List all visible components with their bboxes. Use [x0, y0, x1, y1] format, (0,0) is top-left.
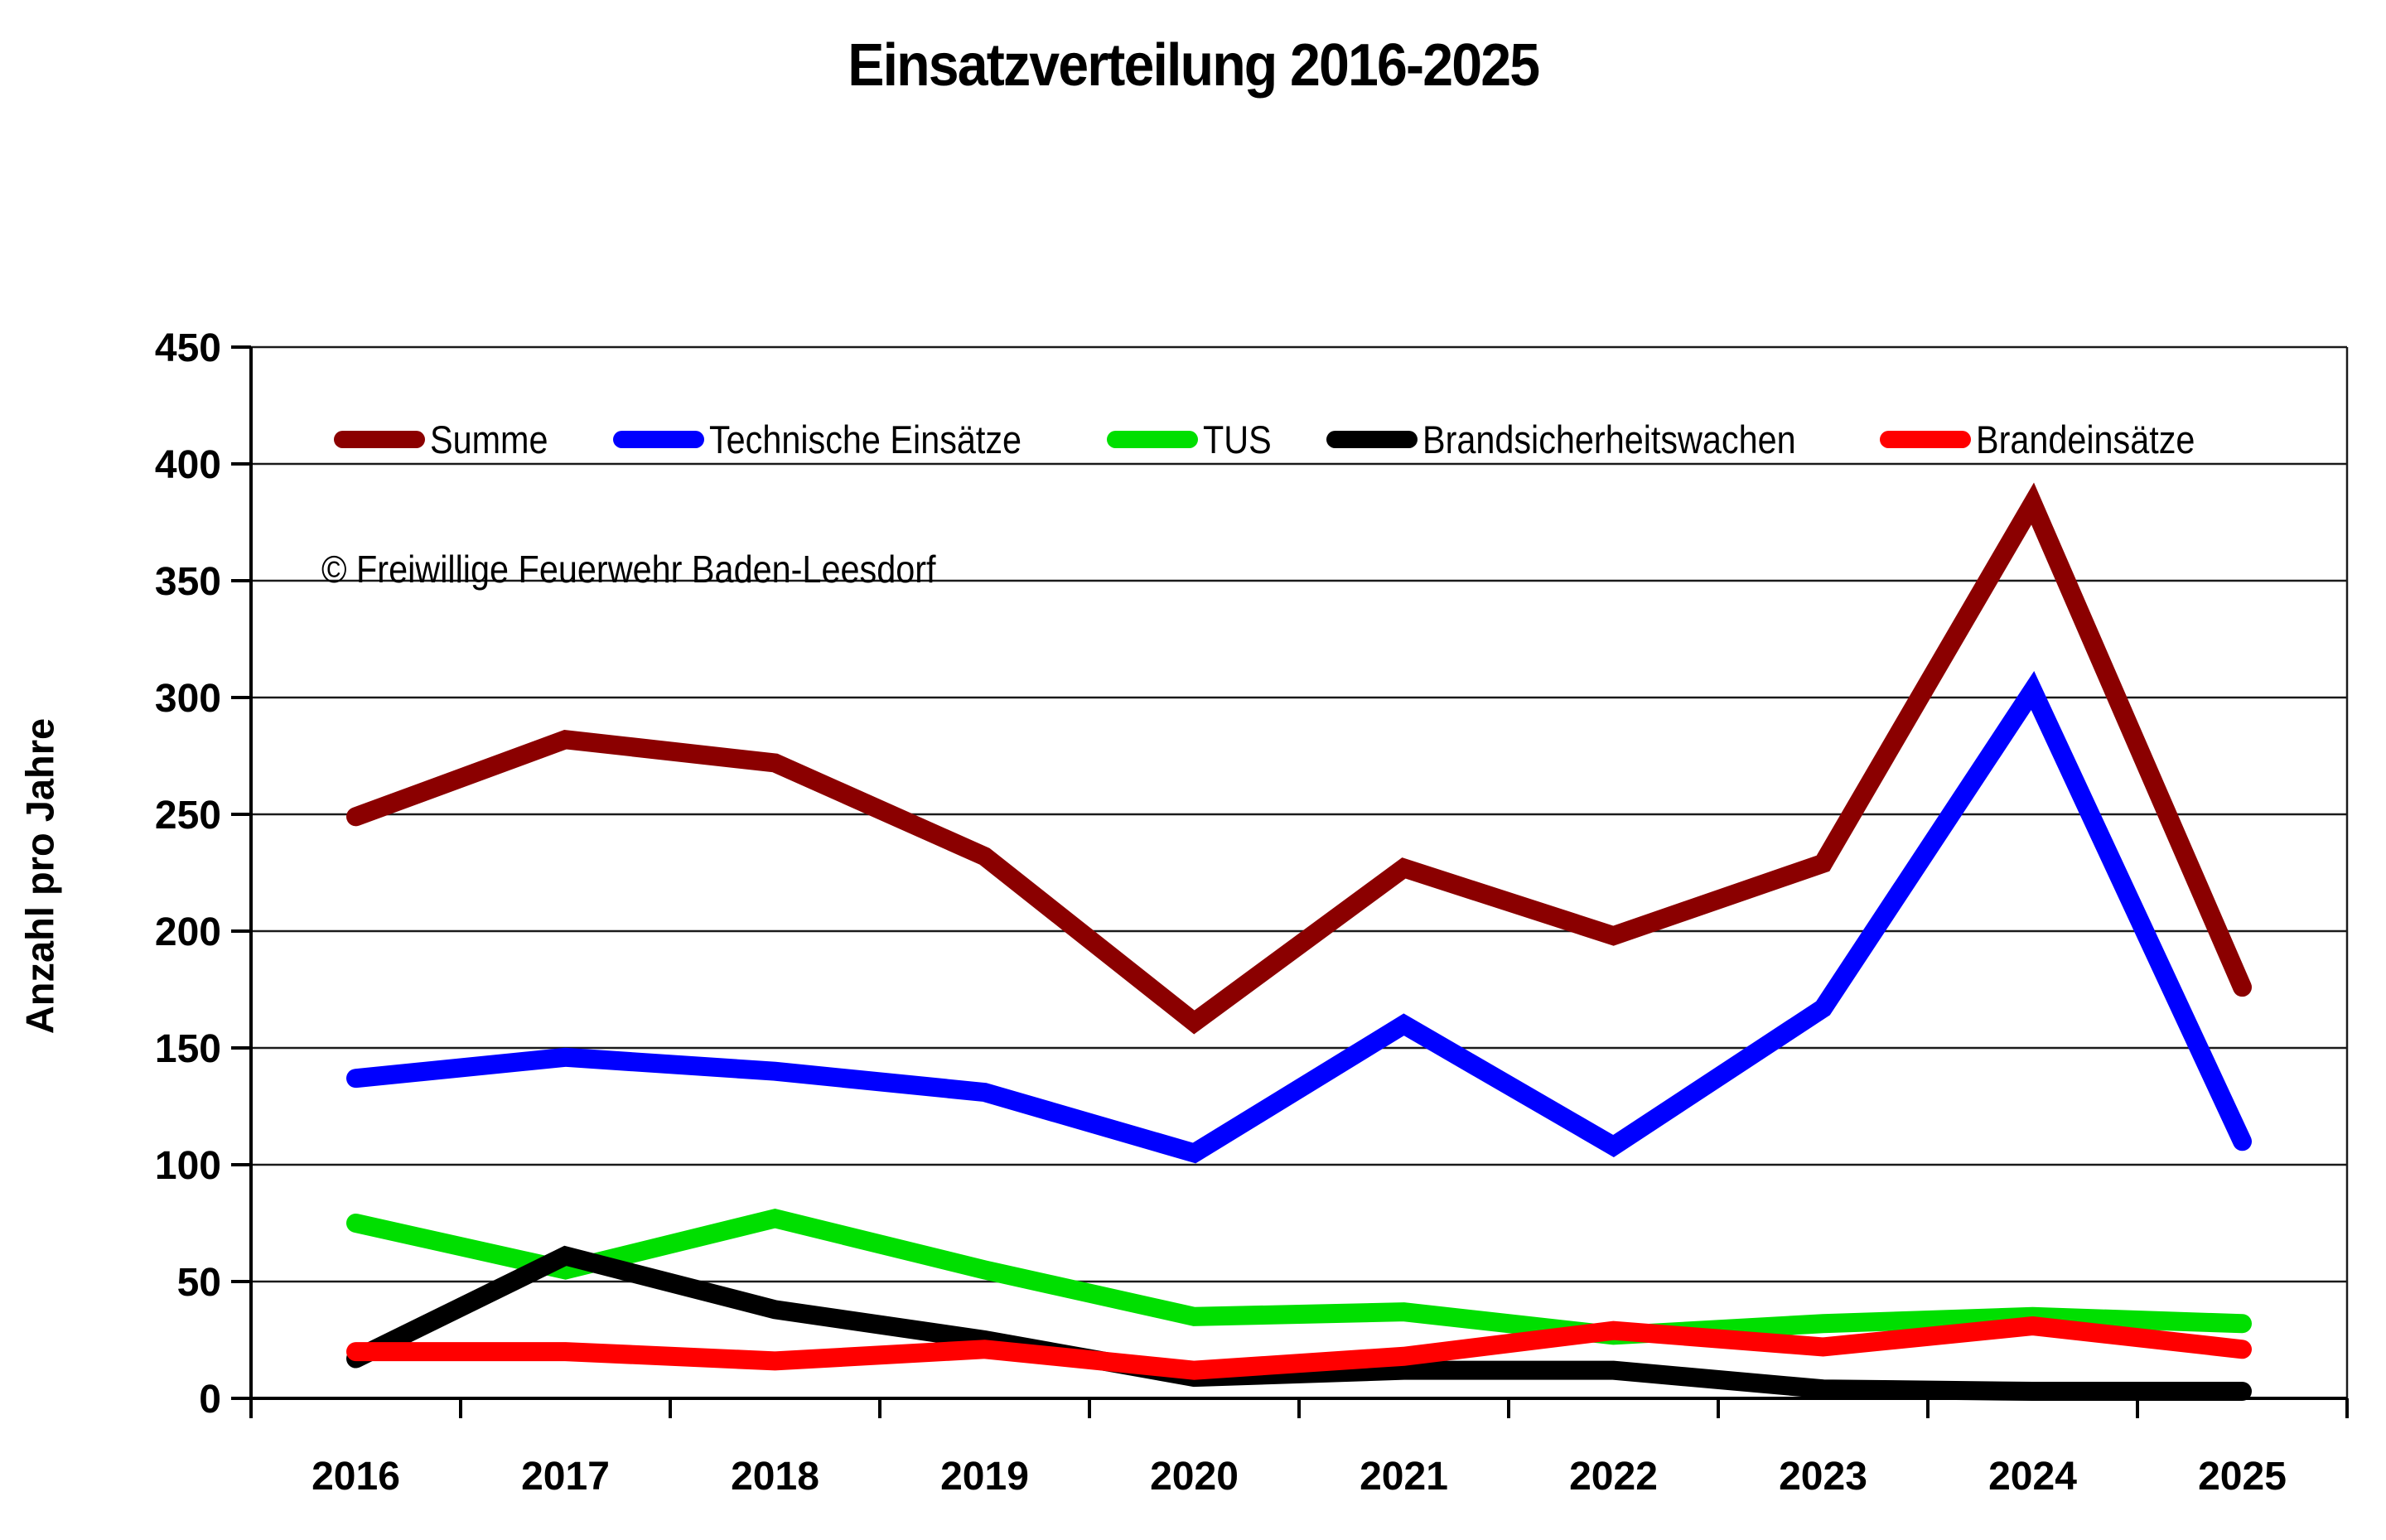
legend-label: Brandeinsätze	[1976, 417, 2195, 461]
y-tick-label-350: 350	[155, 560, 221, 604]
legend-swatch-icon	[1107, 430, 1198, 448]
legend-swatch-icon	[334, 430, 425, 448]
series-line-brandeins-tze	[346, 1316, 2252, 1380]
legend-item-summe: Summe	[334, 418, 564, 461]
legend-item-brandsicherheitswachen: Brandsicherheitswachen	[1326, 418, 1847, 461]
y-tick-label-450: 450	[155, 326, 221, 370]
series-line-technische-eins-tze	[346, 671, 2252, 1164]
series-line-tus	[346, 1209, 2252, 1345]
y-tick-label-50: 50	[177, 1261, 221, 1305]
legend-swatch-icon	[613, 430, 704, 448]
legend-swatch-icon	[1326, 430, 1418, 448]
legend-label: Brandsicherheitswachen	[1422, 417, 1796, 461]
series-line-brandsicherheitswachen	[346, 1245, 2252, 1402]
x-label-2018: 2018	[731, 1455, 819, 1499]
x-label-2020: 2020	[1150, 1455, 1239, 1499]
legend-item-brandeins-tze: Brandeinsätze	[1880, 418, 2224, 461]
x-label-2016: 2016	[312, 1455, 400, 1499]
copyright-watermark: © Freiwillige Feuerwehr Baden-Leesdorf	[321, 548, 936, 591]
legend-label: TUS	[1203, 417, 1272, 461]
legend-swatch-icon	[1880, 430, 1971, 448]
legend-item-technische-eins-tze: Technische Einsätze	[613, 418, 1064, 461]
y-tick-label-300: 300	[155, 677, 221, 721]
y-tick-label-250: 250	[155, 794, 221, 838]
legend-label: Technische Einsätze	[709, 417, 1022, 461]
chart-title: Einsatzverteilung 2016-2025	[848, 32, 1540, 99]
x-label-2017: 2017	[521, 1455, 610, 1499]
x-label-2023: 2023	[1779, 1455, 1867, 1499]
x-label-2021: 2021	[1360, 1455, 1448, 1499]
y-tick-label-0: 0	[199, 1378, 221, 1422]
y-tick-label-400: 400	[155, 443, 221, 487]
y-tick-label-200: 200	[155, 910, 221, 954]
x-label-2025: 2025	[2198, 1455, 2287, 1499]
y-tick-label-150: 150	[155, 1027, 221, 1071]
legend-label: Summe	[430, 417, 548, 461]
x-label-2022: 2022	[1569, 1455, 1658, 1499]
series-line-summe	[346, 482, 2252, 1035]
legend-item-tus: TUS	[1107, 418, 1281, 461]
y-tick-label-100: 100	[155, 1144, 221, 1188]
x-label-2024: 2024	[1988, 1455, 2077, 1499]
x-label-2019: 2019	[940, 1455, 1029, 1499]
